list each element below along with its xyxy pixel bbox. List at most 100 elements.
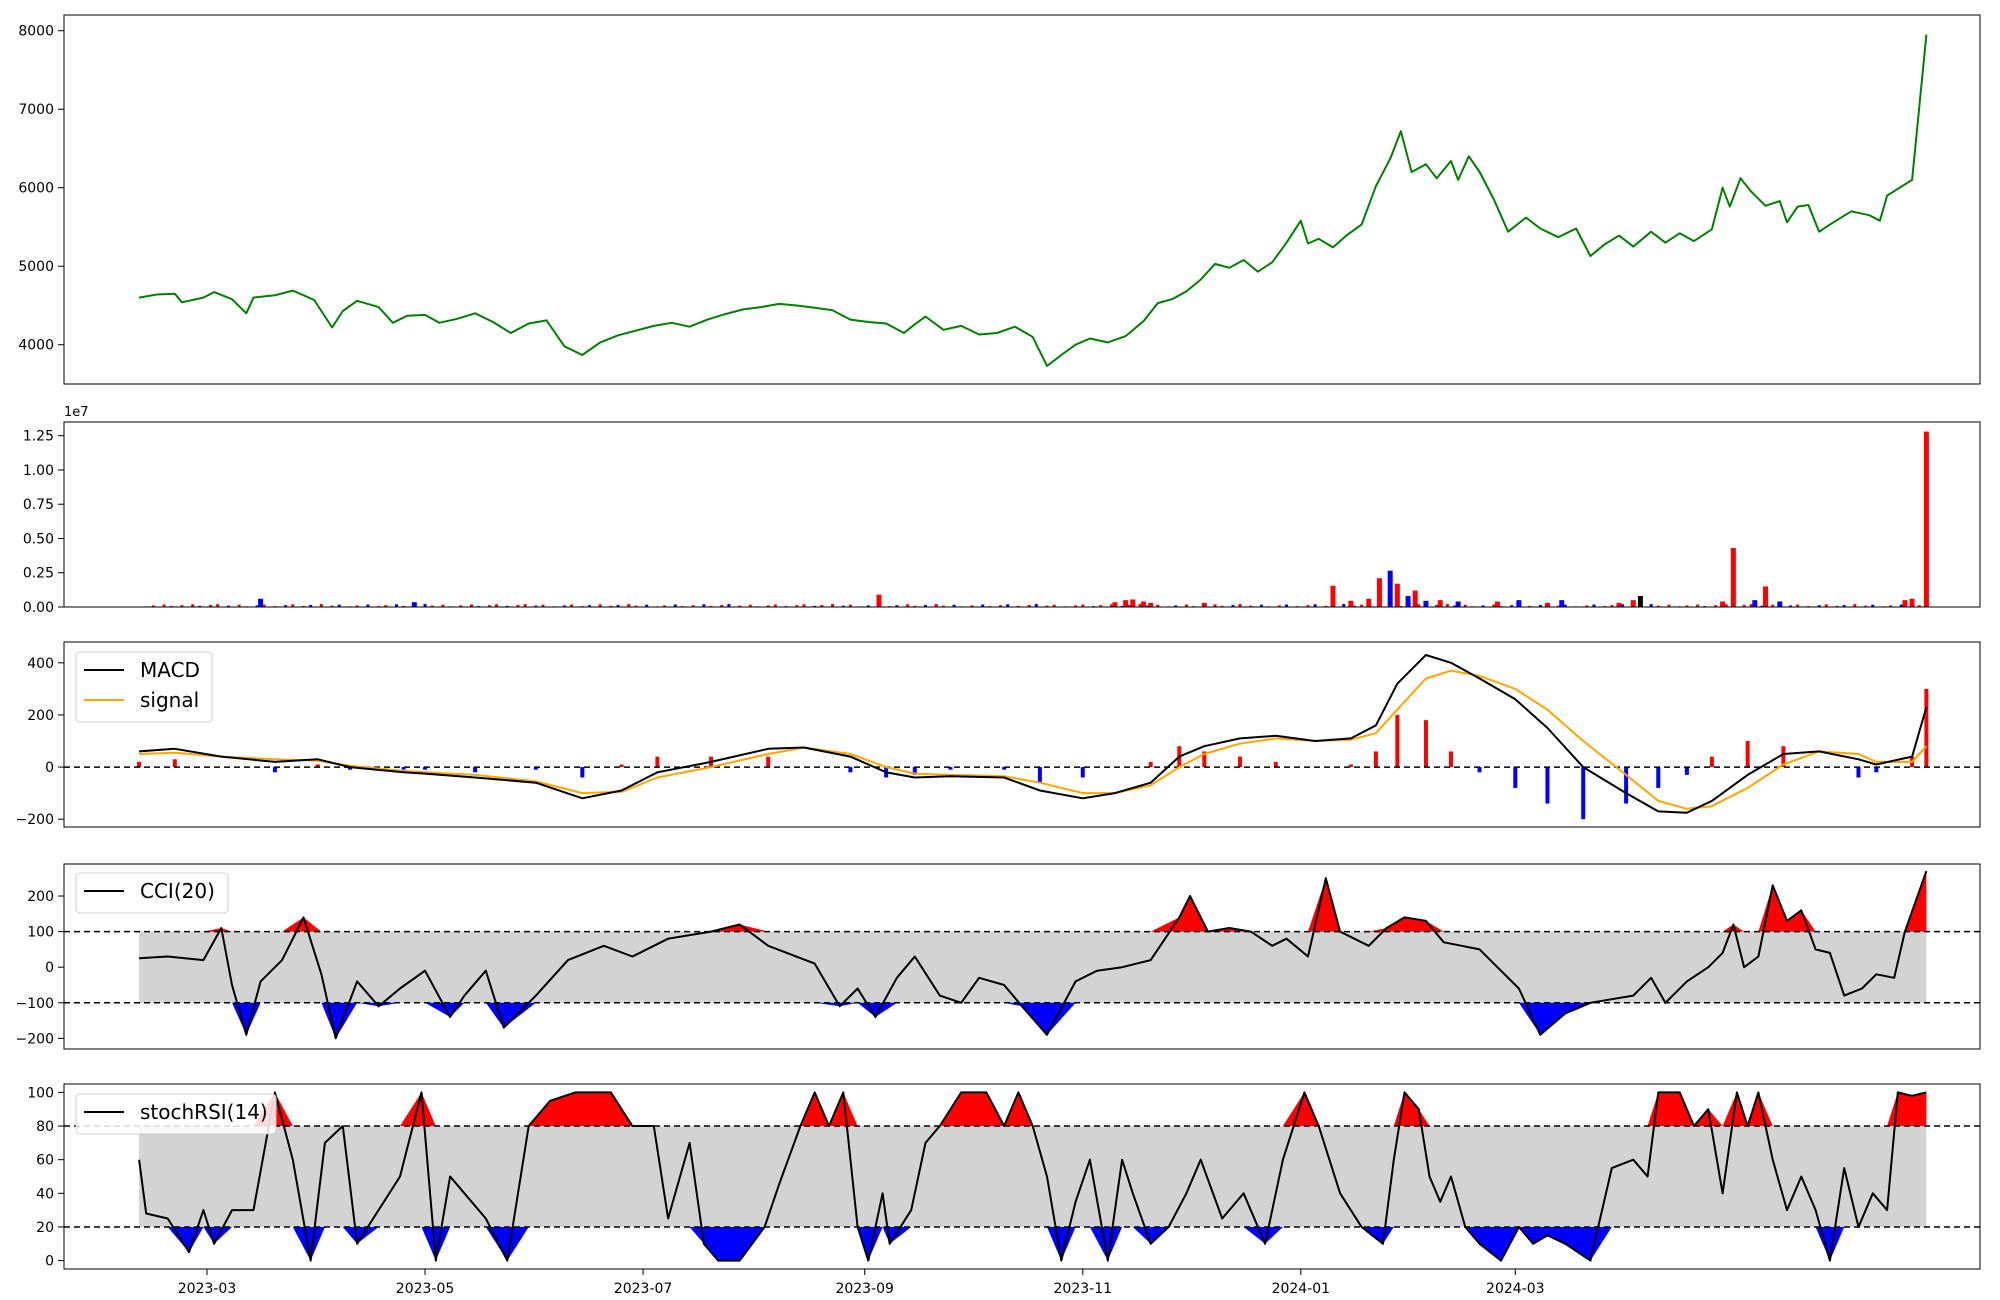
volume-bar [1763,586,1769,607]
volume-bar [459,605,463,607]
volume-bar [941,605,945,607]
volume-bar [1412,590,1418,607]
volume-bar [1231,604,1235,607]
volume-bar [1616,602,1622,607]
macd-hist-bar [1395,714,1400,768]
volume-bar [1277,605,1281,607]
volume-bar [1213,604,1217,607]
volume-bar [1352,605,1356,607]
macd-hist-bar [1581,767,1586,820]
x-tick-label: 2023-03 [178,1281,237,1297]
macd-hist-bar [1080,767,1085,778]
x-tick-label: 2023-05 [396,1281,455,1297]
volume-bar [876,594,882,607]
volume-bar [355,605,359,607]
stochrsi-fills [139,1092,1927,1261]
volume-bar [309,604,313,607]
cci-line [139,870,1928,1040]
volume-bar [627,604,631,607]
volume-bar [1081,604,1085,607]
volume-bar [516,604,520,607]
volume-bar [934,604,938,607]
volume-bar [923,604,927,607]
volume-bar [616,604,620,607]
volume-bar [423,604,427,607]
stochrsi-line [138,1091,1927,1262]
volume-bar [430,605,434,607]
volume-bar [1423,600,1429,607]
volume-bar [1585,605,1589,607]
volume-bar [1685,605,1689,607]
volume-bar [1455,601,1461,607]
volume-bar [970,605,974,607]
y-tick-label: −100 [16,996,54,1012]
volume-bar [402,605,406,607]
volume-bar [1260,604,1263,607]
volume-bar [1656,605,1660,607]
volume-bar [1621,604,1625,607]
macd-hist-bar [1513,767,1518,788]
volume-bar [1752,600,1758,607]
volume-bar [1313,604,1317,607]
volume-frame [63,421,1981,608]
y-tick-label: −200 [16,812,54,828]
legend-cci-label: CCI(20) [140,879,215,903]
volume-bar [634,605,638,607]
y-tick-label: −200 [16,1031,54,1047]
macd-hist-bar [137,761,142,768]
volume-bar [598,604,602,607]
volume-bar [570,604,574,607]
volume-bar [1201,602,1207,607]
volume-bar [1481,605,1485,607]
volume-bar [562,605,566,607]
volume-scale-label: 1e7 [64,405,89,420]
volume-bar [1445,604,1449,607]
volume-bar [1148,602,1154,607]
volume-bar [534,605,538,607]
macd-hist-bar [848,767,853,773]
volume-bar [1285,604,1289,607]
macd-hist-bar [401,767,406,770]
volume-bar [766,605,770,607]
macd-hist-bar [1624,767,1629,804]
volume-bar [1835,605,1839,607]
volume-bar [487,605,491,607]
volume-bar [1724,604,1728,607]
volume-ticks: 0.00 0.25 0.50 0.75 1.00 1.25 [23,429,64,616]
macd-hist-bar [1373,751,1378,768]
volume-bar [284,605,288,607]
volume-panel: 0.00 0.25 0.50 0.75 1.00 1.25 1e7 [23,405,1981,616]
volume-bar [691,605,695,607]
volume-bar [1453,605,1457,607]
x-tick-label: 2024-03 [1486,1281,1545,1297]
macd-hist-bar [1477,767,1482,773]
macd-hist-bar [1348,764,1353,768]
stochrsi-ticks: 0 20 40 60 80 100 [27,1085,64,1270]
macd-histogram [137,688,1929,820]
volume-bar [366,604,370,607]
y-tick-label: 1.25 [23,429,54,445]
volume-bar [302,605,305,607]
volume-bar [1249,605,1253,607]
volume-bar [1696,604,1700,607]
volume-bar [748,604,752,607]
macd-hist-bar [1874,767,1879,773]
volume-bar [1052,604,1056,607]
macd-hist-bar [1745,741,1750,768]
price-line [138,34,1928,367]
macd-hist-bar [948,767,953,770]
macd-panel: −200 0 200 400 MACD signal [16,641,1981,828]
cci-frame [63,863,1981,1050]
macd-line [139,654,1928,814]
legend-macd-label: MACD [140,658,200,682]
y-tick-label: 0.00 [23,600,54,616]
volume-bar [1145,605,1149,607]
y-tick-label: 20 [36,1220,54,1236]
y-tick-label: 0.25 [23,566,54,582]
volume-bar [727,604,731,607]
volume-bar [1016,605,1020,607]
volume-bar [1637,596,1643,607]
macd-hist-bar [1238,756,1243,768]
volume-bar [720,604,724,607]
